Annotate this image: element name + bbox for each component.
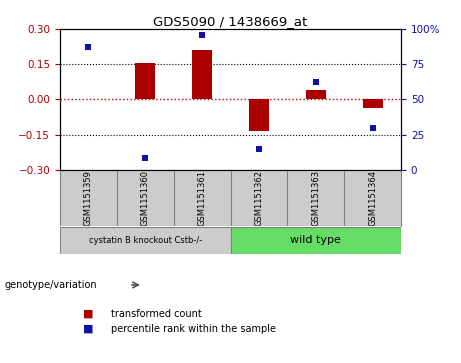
Text: GSM1151360: GSM1151360 [141,170,150,226]
Bar [306,90,326,99]
Bar [363,99,383,108]
Text: GSM1151359: GSM1151359 [84,170,93,226]
Text: cystatin B knockout Cstb-/-: cystatin B knockout Cstb-/- [89,236,202,245]
Text: GSM1151361: GSM1151361 [198,170,207,226]
Bar [249,99,269,131]
Bar [192,50,212,99]
Text: wild type: wild type [290,235,341,245]
Title: GDS5090 / 1438669_at: GDS5090 / 1438669_at [154,15,307,28]
Text: genotype/variation: genotype/variation [5,280,97,290]
Text: ■: ■ [83,323,94,334]
Text: transformed count: transformed count [111,309,201,319]
FancyBboxPatch shape [230,227,401,253]
FancyBboxPatch shape [60,227,230,253]
Text: GSM1151363: GSM1151363 [311,170,320,226]
Text: GSM1151362: GSM1151362 [254,170,263,226]
Text: ■: ■ [83,309,94,319]
Text: GSM1151364: GSM1151364 [368,170,377,226]
Bar [135,63,155,99]
Text: percentile rank within the sample: percentile rank within the sample [111,323,276,334]
